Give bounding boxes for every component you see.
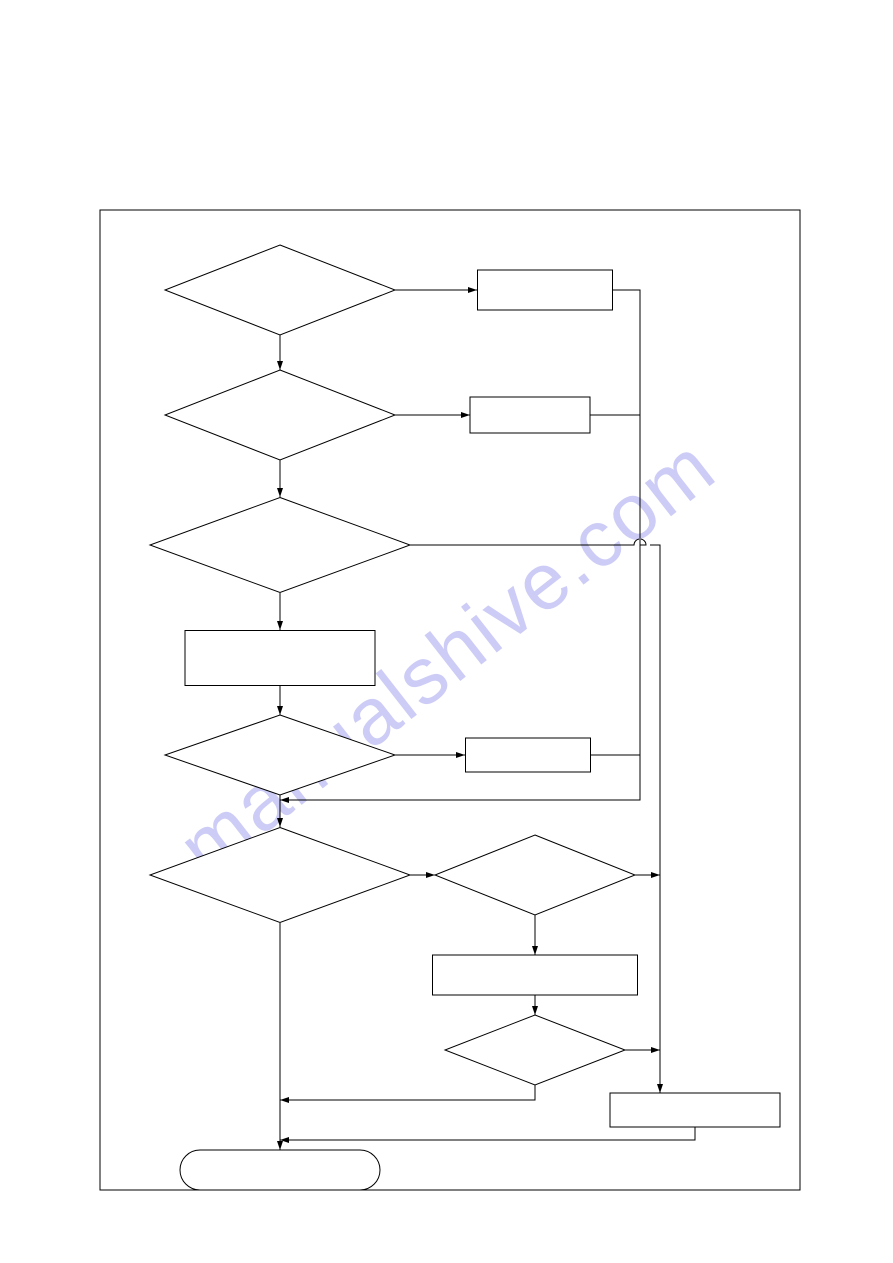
page: manualshive.com <box>0 0 893 1263</box>
flowchart-svg <box>0 0 893 1263</box>
